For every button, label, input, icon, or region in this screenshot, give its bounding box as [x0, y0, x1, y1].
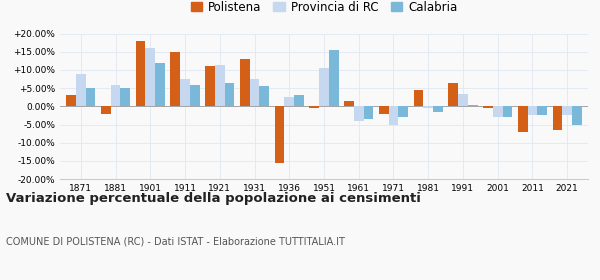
Bar [136, 41, 145, 106]
Bar [86, 88, 95, 106]
Bar [537, 106, 547, 115]
Bar [424, 106, 433, 108]
Bar [224, 83, 235, 106]
Bar [354, 106, 364, 121]
Bar [527, 106, 537, 115]
Bar [329, 50, 338, 106]
Bar [310, 106, 319, 108]
Bar [259, 86, 269, 106]
Bar [553, 106, 562, 130]
Bar [66, 95, 76, 106]
Bar [190, 85, 200, 106]
Bar [275, 106, 284, 163]
Bar [413, 90, 424, 106]
Bar [458, 94, 468, 106]
Bar [379, 106, 389, 114]
Bar [398, 106, 408, 117]
Bar [205, 66, 215, 106]
Bar [483, 106, 493, 108]
Bar [319, 68, 329, 106]
Bar [240, 59, 250, 106]
Bar [155, 63, 165, 106]
Bar [562, 106, 572, 115]
Bar [284, 97, 294, 106]
Bar [294, 95, 304, 106]
Legend: Polistena, Provincia di RC, Calabria: Polistena, Provincia di RC, Calabria [186, 0, 462, 18]
Bar [433, 106, 443, 112]
Text: Variazione percentuale della popolazione ai censimenti: Variazione percentuale della popolazione… [6, 192, 421, 205]
Bar [250, 79, 259, 106]
Bar [518, 106, 527, 132]
Bar [389, 106, 398, 125]
Bar [101, 106, 111, 114]
Bar [572, 106, 582, 125]
Bar [170, 52, 180, 106]
Bar [493, 106, 503, 117]
Bar [121, 88, 130, 106]
Bar [503, 106, 512, 117]
Bar [111, 85, 121, 106]
Bar [180, 79, 190, 106]
Bar [344, 101, 354, 106]
Bar [215, 64, 224, 106]
Bar [468, 104, 478, 106]
Bar [145, 48, 155, 106]
Bar [76, 74, 86, 106]
Text: COMUNE DI POLISTENA (RC) - Dati ISTAT - Elaborazione TUTTITALIA.IT: COMUNE DI POLISTENA (RC) - Dati ISTAT - … [6, 237, 345, 247]
Bar [364, 106, 373, 119]
Bar [448, 83, 458, 106]
